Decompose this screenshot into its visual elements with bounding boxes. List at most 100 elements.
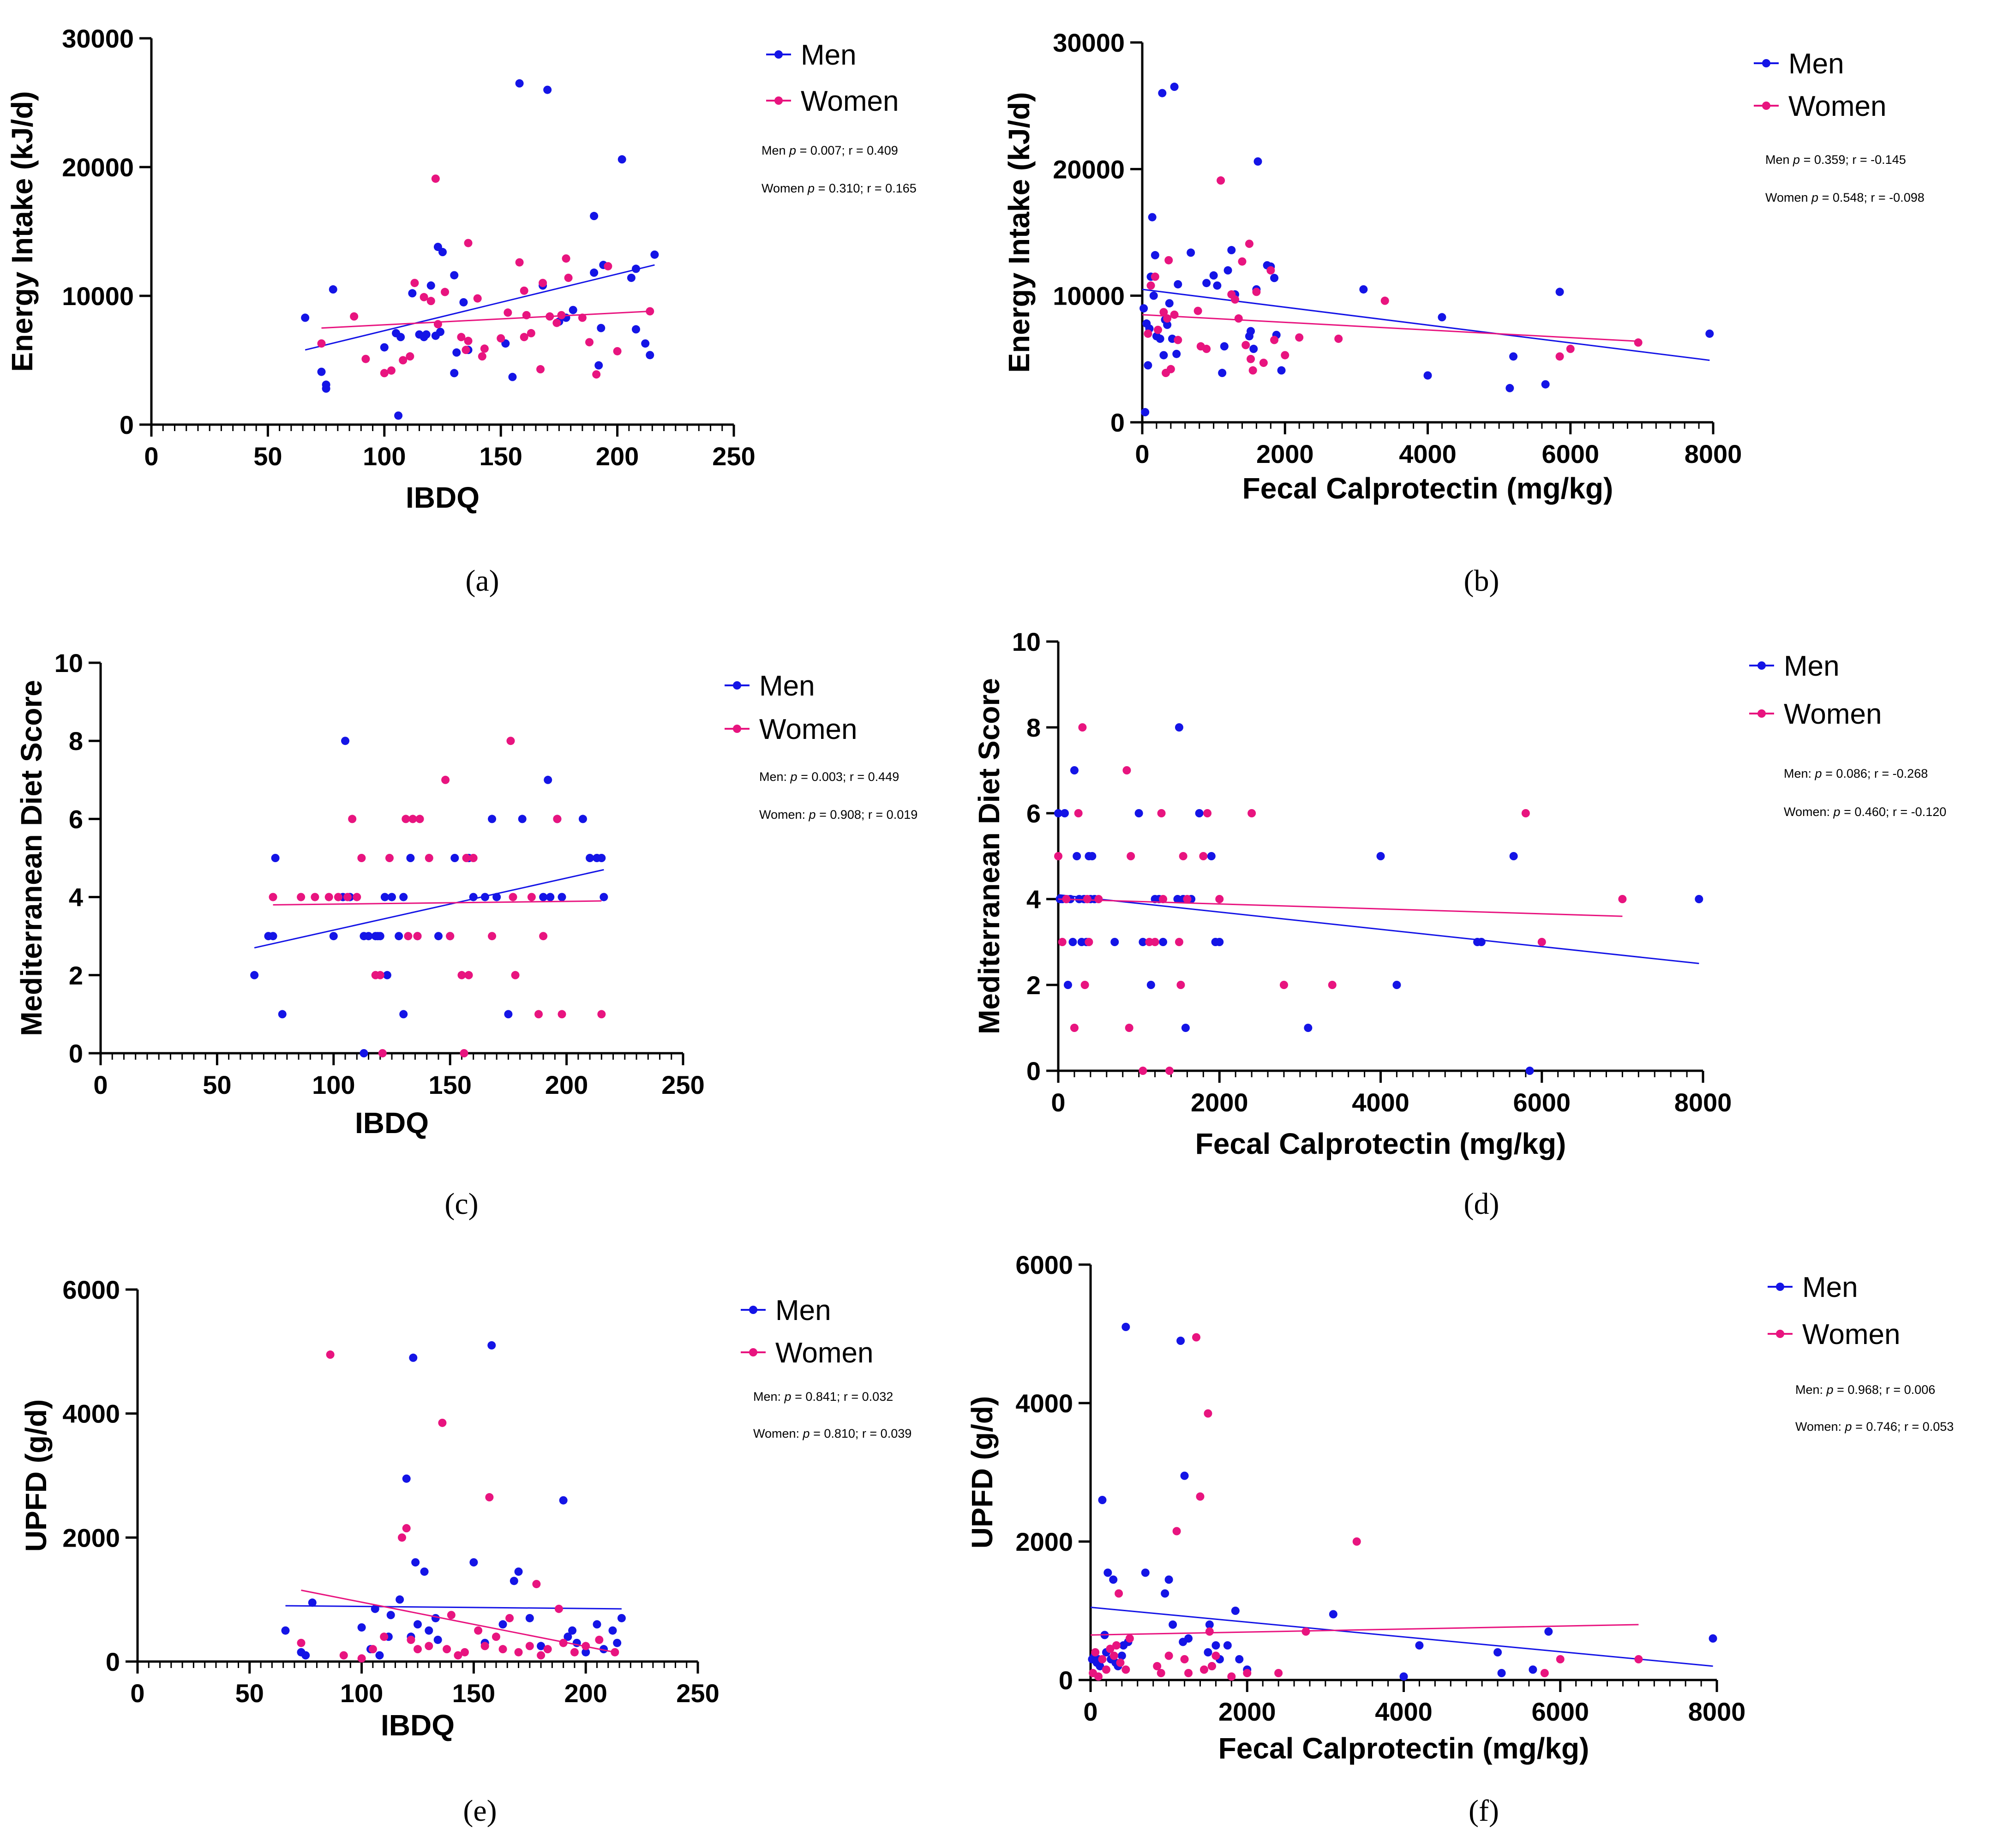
men-data-point bbox=[1172, 349, 1181, 358]
legend-men-label: Men bbox=[1788, 48, 1844, 80]
women-data-point bbox=[1074, 809, 1083, 817]
women-data-point bbox=[464, 971, 473, 979]
men-data-point bbox=[1187, 248, 1195, 257]
women-data-point bbox=[1125, 1634, 1134, 1643]
women-data-point bbox=[1243, 1669, 1252, 1677]
women-data-point bbox=[646, 307, 654, 316]
women-data-point bbox=[326, 1350, 335, 1359]
stat-women: Women: p = 0.746; r = 0.053 bbox=[1795, 1420, 1954, 1434]
x-tick-label: 2000 bbox=[1191, 1088, 1248, 1117]
women-data-point bbox=[1144, 329, 1152, 338]
women-data-point bbox=[460, 1049, 468, 1057]
women-data-point bbox=[1252, 288, 1261, 296]
men-data-point bbox=[543, 85, 552, 94]
stat-women: Women: p = 0.908; r = 0.019 bbox=[759, 808, 918, 822]
men-data-point bbox=[1525, 1067, 1534, 1075]
women-data-point bbox=[433, 320, 442, 329]
men-data-point bbox=[281, 1626, 290, 1635]
stat-men: Men: p = 0.003; r = 0.449 bbox=[759, 770, 899, 784]
men-data-point bbox=[1174, 280, 1182, 288]
women-data-point bbox=[441, 288, 450, 296]
women-data-point bbox=[1281, 351, 1289, 360]
women-data-point bbox=[443, 1645, 451, 1654]
men-data-point bbox=[322, 380, 330, 389]
men-data-point bbox=[380, 893, 389, 901]
women-data-point bbox=[515, 258, 524, 267]
chart-panel-f: 0 2000 4000 6000 8000 0 2000 4000 6000 Fecal Calp… bbox=[966, 1250, 1954, 1828]
y-axis-title: UPFD (g/d) bbox=[19, 1399, 53, 1552]
legend-women-marker bbox=[1762, 102, 1770, 110]
men-trend-line bbox=[254, 869, 604, 949]
men-trend-line bbox=[1090, 1607, 1713, 1667]
women-data-point bbox=[1270, 336, 1279, 344]
women-data-point bbox=[1521, 809, 1530, 817]
women-data-point bbox=[334, 893, 342, 901]
women-data-point bbox=[414, 1645, 422, 1654]
y-tick-label: 0 bbox=[120, 410, 134, 439]
women-data-point bbox=[385, 854, 394, 862]
women-data-point bbox=[1174, 336, 1182, 344]
men-data-point bbox=[492, 893, 501, 901]
men-data-point bbox=[1164, 1575, 1173, 1584]
men-data-point bbox=[1329, 1610, 1337, 1619]
men-data-point bbox=[525, 1614, 534, 1622]
men-data-point bbox=[329, 285, 337, 294]
women-data-point bbox=[1328, 981, 1337, 989]
men-data-point bbox=[515, 79, 524, 88]
women-data-point bbox=[505, 1614, 514, 1622]
women-data-point bbox=[431, 174, 440, 183]
y-axis-title: Energy Intake (kJ/d) bbox=[1002, 92, 1036, 372]
women-data-point bbox=[1098, 1655, 1107, 1663]
x-tick-label: 8000 bbox=[1685, 439, 1742, 468]
women-data-point bbox=[1102, 1665, 1110, 1674]
women-data-point bbox=[464, 239, 473, 247]
men-data-point bbox=[1213, 281, 1222, 290]
women-data-point bbox=[1247, 354, 1255, 363]
women-data-point bbox=[1170, 310, 1179, 319]
men-data-point bbox=[375, 1651, 384, 1660]
x-tick-label: 0 bbox=[1051, 1088, 1065, 1117]
women-data-point bbox=[1094, 895, 1103, 903]
men-data-point bbox=[1497, 1669, 1506, 1677]
men-data-point bbox=[1204, 1648, 1212, 1656]
men-data-point bbox=[1544, 1627, 1553, 1636]
x-tick-label: 50 bbox=[235, 1679, 264, 1708]
men-data-point bbox=[1709, 1634, 1717, 1643]
men-data-point bbox=[631, 325, 640, 334]
x-tick-label: 0 bbox=[130, 1679, 144, 1708]
women-data-point bbox=[1193, 306, 1202, 315]
men-data-point bbox=[1207, 852, 1216, 860]
men-data-point bbox=[1209, 271, 1218, 280]
x-tick-label: 150 bbox=[479, 442, 522, 471]
men-data-point bbox=[1148, 213, 1157, 222]
men-data-point bbox=[1223, 266, 1232, 275]
x-tick-label: 100 bbox=[312, 1070, 355, 1099]
men-data-point bbox=[469, 893, 478, 901]
women-trend-line bbox=[321, 310, 650, 329]
men-data-point bbox=[1304, 1024, 1313, 1032]
women-data-point bbox=[447, 1611, 456, 1620]
men-data-point bbox=[1392, 981, 1401, 989]
women-data-point bbox=[1058, 938, 1067, 946]
men-data-point bbox=[1170, 83, 1179, 91]
women-data-point bbox=[1153, 1662, 1162, 1670]
y-tick-label: 6 bbox=[69, 804, 83, 834]
men-data-point bbox=[1247, 327, 1255, 336]
women-trend-line bbox=[1142, 314, 1638, 342]
men-data-point bbox=[1073, 852, 1081, 860]
y-tick-label: 20000 bbox=[62, 153, 134, 182]
women-data-point bbox=[520, 333, 528, 342]
men-data-point bbox=[1218, 369, 1227, 378]
men-data-point bbox=[1529, 1665, 1537, 1674]
x-tick-label: 150 bbox=[428, 1070, 471, 1099]
men-data-point bbox=[1158, 89, 1167, 97]
men-data-point bbox=[399, 1010, 408, 1019]
y-axis-title: Mediterranean Diet Score bbox=[15, 680, 48, 1036]
women-data-point bbox=[558, 1010, 566, 1019]
x-tick-label: 0 bbox=[144, 442, 158, 471]
men-data-point bbox=[1541, 380, 1550, 389]
women-data-point bbox=[514, 1648, 523, 1656]
women-data-point bbox=[413, 932, 422, 941]
men-data-point bbox=[360, 1049, 368, 1057]
women-data-point bbox=[402, 1524, 411, 1533]
